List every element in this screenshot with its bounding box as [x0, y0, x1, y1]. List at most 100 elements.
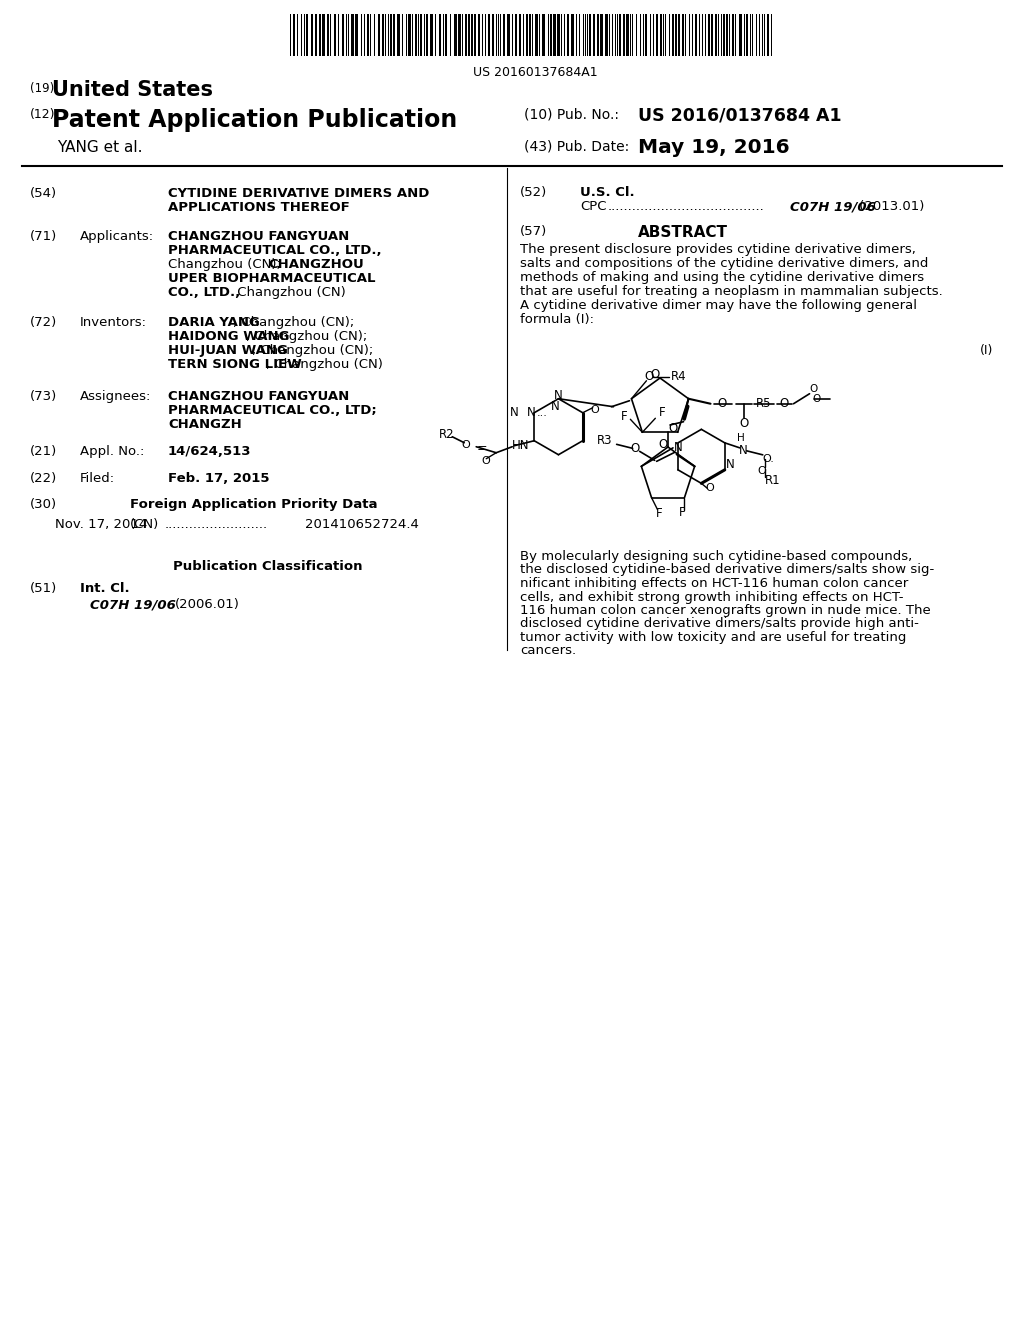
Bar [597, 15, 599, 55]
Text: Feb. 17, 2015: Feb. 17, 2015 [168, 473, 269, 484]
Text: R2: R2 [438, 428, 454, 441]
Bar [382, 15, 384, 55]
Bar [589, 15, 591, 55]
Text: Foreign Application Priority Data: Foreign Application Priority Data [130, 498, 378, 511]
Bar [739, 15, 742, 55]
Text: O.: O. [763, 454, 775, 463]
Text: O: O [758, 466, 766, 475]
Text: N: N [526, 407, 536, 420]
Text: C07H 19/06: C07H 19/06 [790, 201, 876, 213]
Bar [605, 15, 608, 55]
Text: N: N [674, 441, 682, 454]
Bar [593, 15, 595, 55]
Text: CHANGZHOU FANGYUAN: CHANGZHOU FANGYUAN [168, 389, 349, 403]
Bar [726, 15, 728, 55]
Text: DARIA YANG: DARIA YANG [168, 315, 260, 329]
Bar [507, 15, 510, 55]
Text: N: N [551, 400, 560, 413]
Text: (51): (51) [30, 582, 57, 595]
Bar [515, 15, 517, 55]
Bar [408, 15, 411, 55]
Text: Changzhou (CN);: Changzhou (CN); [168, 257, 285, 271]
Text: O: O [482, 455, 490, 466]
Text: A cytidine derivative dimer may have the following general: A cytidine derivative dimer may have the… [520, 300, 918, 312]
Text: CHANGZHOU: CHANGZHOU [268, 257, 364, 271]
Bar [645, 15, 647, 55]
Text: F: F [656, 507, 663, 520]
Text: N: N [738, 445, 748, 457]
Bar [351, 15, 354, 55]
Bar [656, 15, 658, 55]
Text: HUI-JUAN WANG: HUI-JUAN WANG [168, 345, 288, 356]
Text: 116 human colon cancer xenografts grown in nude mice. The: 116 human colon cancer xenografts grown … [520, 605, 931, 616]
Bar [355, 15, 358, 55]
Text: R1: R1 [765, 474, 780, 487]
Bar [503, 15, 505, 55]
Text: R4: R4 [671, 370, 686, 383]
Text: formula (I):: formula (I): [520, 313, 594, 326]
Bar [342, 15, 344, 55]
Text: PHARMACEUTICAL CO., LTD;: PHARMACEUTICAL CO., LTD; [168, 404, 377, 417]
Bar [334, 15, 336, 55]
Bar [322, 15, 325, 55]
Bar [445, 15, 447, 55]
Bar [458, 15, 461, 55]
Text: (2013.01): (2013.01) [855, 201, 925, 213]
Text: F: F [679, 506, 686, 519]
Bar [708, 15, 710, 55]
Text: O: O [717, 397, 726, 411]
Text: Inventors:: Inventors: [80, 315, 147, 329]
Bar [715, 15, 717, 55]
Bar [600, 15, 603, 55]
Bar [567, 15, 569, 55]
Text: (57): (57) [520, 224, 547, 238]
Text: (10) Pub. No.:: (10) Pub. No.: [524, 108, 618, 121]
Text: N: N [554, 389, 563, 403]
Bar [415, 15, 417, 55]
Text: , Changzhou (CN): , Changzhou (CN) [265, 358, 382, 371]
Text: The present disclosure provides cytidine derivative dimers,: The present disclosure provides cytidine… [520, 243, 915, 256]
Text: (CN): (CN) [130, 517, 160, 531]
Bar [618, 15, 621, 55]
Text: (I): (I) [980, 345, 993, 356]
Text: (71): (71) [30, 230, 57, 243]
Text: May 19, 2016: May 19, 2016 [638, 139, 790, 157]
Bar [535, 15, 538, 55]
Bar [426, 15, 428, 55]
Text: N: N [510, 407, 518, 420]
Bar [311, 15, 313, 55]
Text: O: O [812, 393, 820, 404]
Bar [378, 15, 380, 55]
Text: TERN SIONG LIEW: TERN SIONG LIEW [168, 358, 302, 371]
Text: (54): (54) [30, 187, 57, 201]
Text: that are useful for treating a neoplasm in mammalian subjects.: that are useful for treating a neoplasm … [520, 285, 943, 298]
Text: CPC: CPC [580, 201, 606, 213]
Text: ......................................: ...................................... [608, 201, 765, 213]
Text: F: F [659, 405, 666, 418]
Bar [430, 15, 433, 55]
Text: United States: United States [52, 81, 213, 100]
Text: HN: HN [511, 440, 529, 453]
Text: =: = [477, 442, 487, 455]
Text: YANG et al.: YANG et al. [57, 140, 142, 154]
Text: disclosed cytidine derivative dimers/salts provide high anti-: disclosed cytidine derivative dimers/sal… [520, 618, 919, 631]
Text: CYTIDINE DERIVATIVE DIMERS AND: CYTIDINE DERIVATIVE DIMERS AND [168, 187, 429, 201]
Bar [492, 15, 494, 55]
Bar [571, 15, 574, 55]
Text: O: O [645, 370, 654, 383]
Text: (19): (19) [30, 82, 54, 95]
Text: UPER BIOPHARMACEUTICAL: UPER BIOPHARMACEUTICAL [168, 272, 376, 285]
Text: (52): (52) [520, 186, 547, 199]
Bar [367, 15, 369, 55]
Text: O: O [779, 397, 788, 411]
Text: cancers.: cancers. [520, 644, 577, 657]
Bar [529, 15, 531, 55]
Text: (12): (12) [30, 108, 55, 121]
Bar [319, 15, 321, 55]
Text: HAIDONG WANG: HAIDONG WANG [168, 330, 290, 343]
Text: H: H [737, 433, 744, 442]
Bar [478, 15, 480, 55]
Text: CHANGZHOU FANGYUAN: CHANGZHOU FANGYUAN [168, 230, 349, 243]
Text: ABSTRACT: ABSTRACT [638, 224, 728, 240]
Bar [390, 15, 392, 55]
